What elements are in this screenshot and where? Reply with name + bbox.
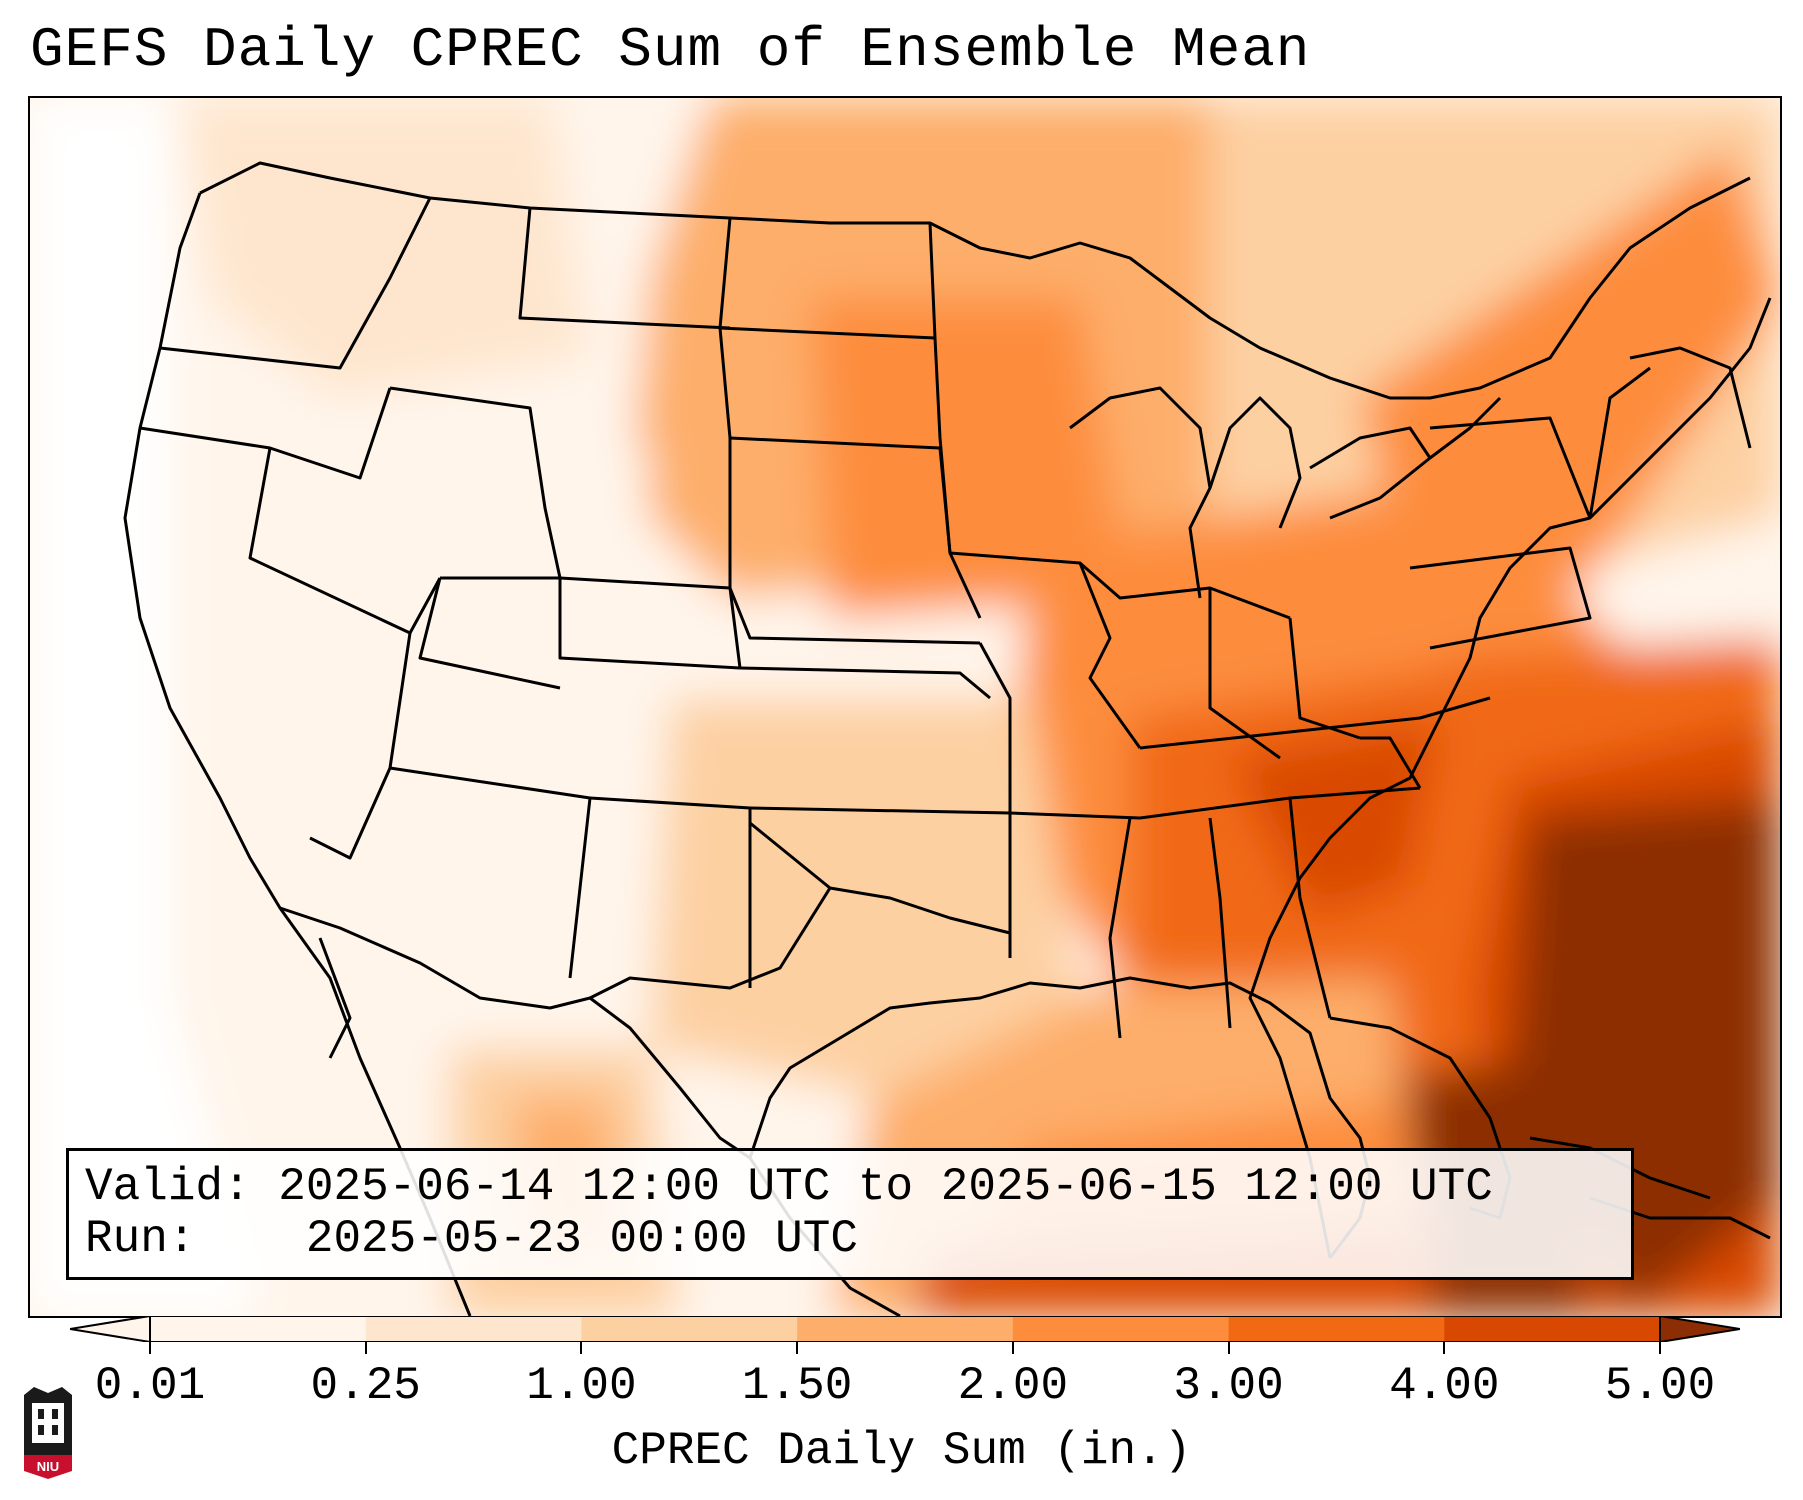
colorbar-tick-label: 3.00 xyxy=(1173,1360,1284,1412)
run-label: Run: xyxy=(85,1213,196,1265)
colorbar-tick-label: 5.00 xyxy=(1604,1360,1716,1412)
colorbar-segment xyxy=(365,1316,582,1342)
run-line: Run: 2025-05-23 00:00 UTC xyxy=(85,1213,858,1265)
colorbar-tick-label: 2.00 xyxy=(957,1360,1069,1412)
colorbar-extend-right xyxy=(1659,1316,1740,1342)
colorbar-segment xyxy=(150,1316,367,1342)
niu-logo: NIU xyxy=(24,1387,72,1479)
colorbar-segment xyxy=(797,1316,1014,1342)
colorbar-tick-mark xyxy=(1011,1342,1014,1354)
colorbar-segment xyxy=(1228,1316,1445,1342)
colorbar-tick-mark xyxy=(580,1342,583,1354)
logo-text: NIU xyxy=(37,1459,59,1474)
colorbar-tick-mark xyxy=(149,1342,151,1354)
colorbar-tick-label: 0.01 xyxy=(94,1360,206,1412)
colorbar-tick-label: 1.00 xyxy=(526,1360,637,1412)
colorbar-tick-mark xyxy=(1443,1342,1446,1354)
colorbar-tick-label: 4.00 xyxy=(1389,1360,1500,1412)
colorbar-segments xyxy=(149,1316,1661,1342)
colorbar-segment xyxy=(1444,1316,1661,1342)
valid-time-box: Valid: 2025-06-14 12:00 UTC to 2025-06-1… xyxy=(66,1148,1634,1280)
precip-field xyxy=(30,98,1780,1316)
colorbar-tick-mark xyxy=(1227,1342,1230,1354)
colorbar-extend-left xyxy=(70,1316,151,1342)
valid-label: Valid: xyxy=(85,1161,251,1213)
colorbar-tick-mark xyxy=(796,1342,799,1354)
colorbar-label: CPREC Daily Sum (in.) xyxy=(611,1425,1192,1477)
precipitation-map xyxy=(28,96,1782,1318)
run-value: 2025-05-23 00:00 UTC xyxy=(305,1213,858,1265)
map-title: GEFS Daily CPREC Sum of Ensemble Mean xyxy=(30,18,1311,82)
valid-value: 2025-06-14 12:00 UTC to 2025-06-15 12:00… xyxy=(278,1161,1493,1213)
colorbar xyxy=(70,1316,1740,1342)
state-boundaries xyxy=(123,161,1772,1316)
colorbar-tick-mark xyxy=(364,1342,367,1354)
map-svg xyxy=(30,98,1780,1316)
colorbar-segment xyxy=(1012,1316,1230,1342)
valid-line: Valid: 2025-06-14 12:00 UTC to 2025-06-1… xyxy=(85,1161,1493,1213)
colorbar-tick-label: 0.25 xyxy=(310,1360,421,1412)
colorbar-tick-label: 1.50 xyxy=(741,1360,853,1412)
colorbar-tick-mark xyxy=(1659,1342,1661,1354)
colorbar-segment xyxy=(581,1316,798,1342)
